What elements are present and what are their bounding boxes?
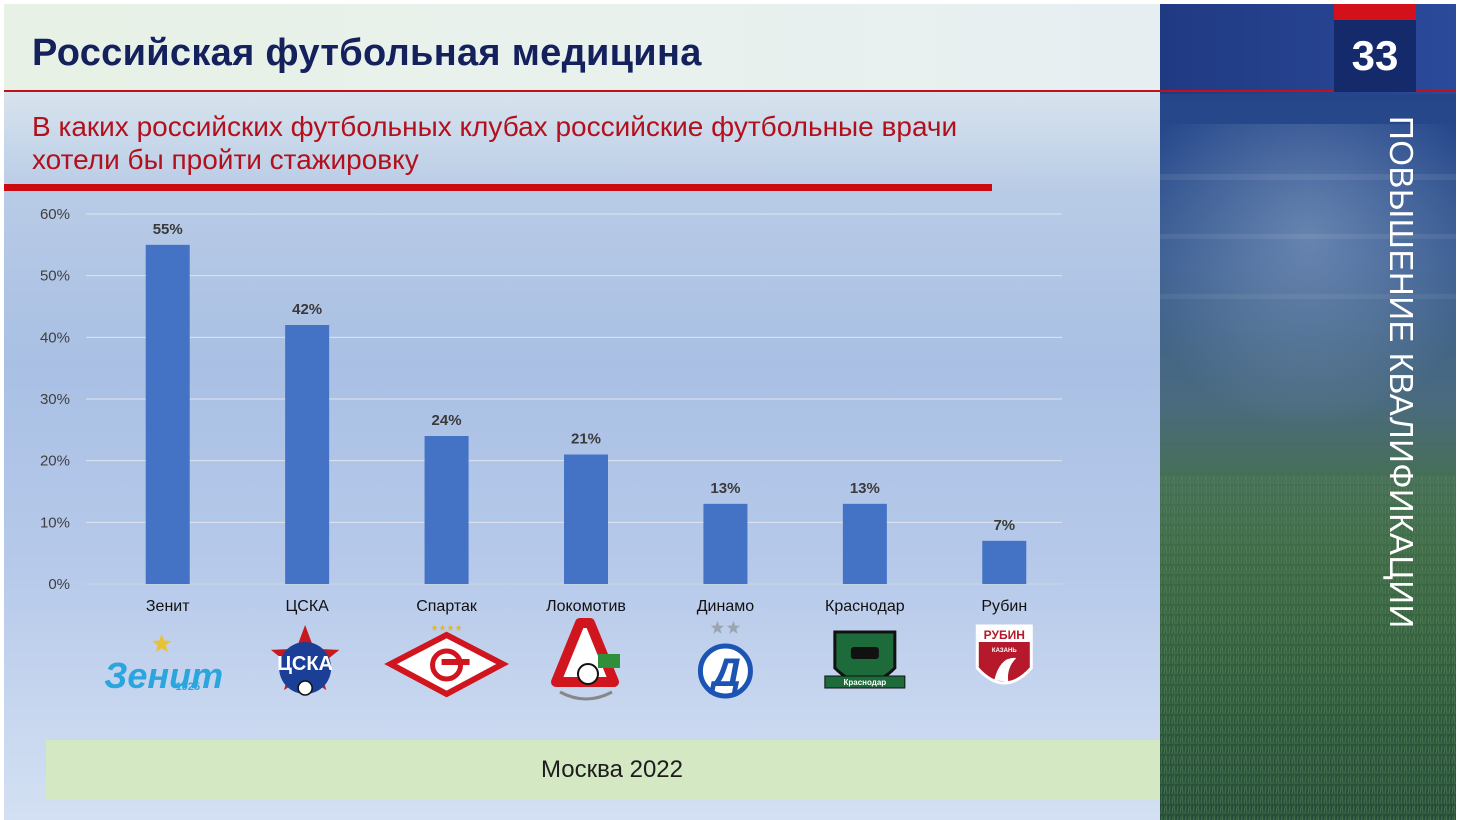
data-label: 13%: [710, 480, 740, 497]
rubin-band: [977, 626, 1032, 642]
lokomotiv-train: [598, 654, 620, 668]
krasnodar-bull: [850, 647, 879, 659]
lokomotiv-ball: [577, 663, 599, 685]
category-label: Спартак: [416, 598, 478, 615]
lokomotiv-wings: [559, 690, 613, 701]
krasnodar-logo-icon: Краснодар: [824, 630, 906, 689]
stadium-background-image: [1160, 124, 1456, 820]
star-icon: [447, 624, 454, 631]
side-panel: 33 ПОВЫШЕНИЕ КВАЛИФИКАЦИИ: [1160, 4, 1456, 820]
dinamo-letter: Д: [709, 651, 741, 695]
data-label: 55%: [153, 221, 183, 238]
category-label: ЦСКА: [285, 598, 329, 615]
zenit-year: 1925: [175, 681, 199, 693]
data-label: 7%: [993, 517, 1015, 534]
krasnodar-wordmark: Краснодар: [844, 678, 887, 687]
header-band: [4, 4, 1160, 90]
title-divider: [4, 90, 1456, 92]
category-label: Локомотив: [546, 598, 626, 615]
bar: [982, 540, 1027, 584]
lokomotiv-logo-icon: [551, 618, 620, 701]
y-axis-ticks: 0% 10% 20% 30% 40% 50% 60%: [40, 206, 70, 593]
y-tick-label: 0%: [48, 576, 70, 593]
rubin-city: КАЗАНЬ: [992, 648, 1017, 654]
bar: [424, 436, 469, 584]
category-label: Зенит: [146, 598, 190, 615]
side-vertical-caption: ПОВЫШЕНИЕ КВАЛИФИКАЦИИ: [1383, 116, 1420, 629]
bar-chart: 0% 10% 20% 30% 40% 50% 60% 55% 42% 24% 21% 13% 13% 7…: [40, 206, 1062, 701]
bar: [285, 325, 330, 584]
y-tick-label: 20%: [40, 453, 70, 470]
star-icon: [431, 624, 438, 631]
cska-ball: [297, 680, 313, 696]
slide-title: Российская футбольная медицина: [32, 32, 702, 74]
cska-disc: [279, 642, 332, 694]
category-labels: Зенит ЦСКА Спартак Локомотив Динамо Краснодар…: [146, 598, 1027, 615]
y-tick-label: 60%: [40, 206, 70, 223]
category-label: Динамо: [697, 598, 755, 615]
star-icon: [710, 621, 725, 634]
spartak-bar: [441, 659, 470, 665]
bar: [145, 244, 190, 585]
star-icon: [439, 624, 446, 631]
cska-logo-icon: ЦСКА: [270, 625, 340, 696]
zenit-wordmark: Зенит: [104, 655, 223, 696]
data-label: 24%: [432, 412, 462, 429]
data-label: 21%: [571, 431, 601, 448]
spartak-logo-icon: [384, 624, 510, 698]
footer-text: Москва 2022: [541, 756, 683, 783]
star-icon: [152, 634, 172, 653]
bar: [842, 503, 887, 584]
dinamo-ring: [697, 643, 753, 699]
rubin-dragon: [994, 657, 1017, 682]
data-label: 13%: [850, 480, 880, 497]
slide: Российская футбольная медицина В каких р…: [4, 4, 1456, 820]
cska-wordmark: ЦСКА: [277, 653, 333, 675]
krasnodar-ribbon: [824, 675, 906, 689]
y-tick-label: 10%: [40, 514, 70, 531]
dinamo-logo-icon: Д: [697, 621, 753, 699]
bar: [564, 454, 608, 584]
y-tick-label: 40%: [40, 329, 70, 346]
data-label: 42%: [292, 301, 322, 318]
rubin-wordmark: РУБИН: [984, 628, 1025, 642]
question-underline: [4, 184, 992, 191]
y-tick-label: 50%: [40, 268, 70, 285]
page-tab-accent: [1334, 4, 1416, 20]
y-tick-label: 30%: [40, 391, 70, 408]
data-labels: 55% 42% 24% 21% 13% 13% 7%: [153, 221, 1015, 534]
chart-question: В каких российских футбольных клубах рос…: [32, 111, 958, 175]
bars: [145, 244, 1027, 585]
rubin-logo-icon: РУБИН КАЗАНЬ: [975, 624, 1033, 685]
side-divider: [1160, 90, 1456, 92]
category-label: Рубин: [981, 598, 1027, 615]
bar: [703, 503, 748, 584]
star-icon: [726, 621, 741, 634]
category-label: Краснодар: [825, 598, 905, 615]
star-icon: [455, 624, 462, 631]
page-number: 33: [1334, 20, 1416, 92]
footer-bar: Москва 2022: [46, 740, 1178, 800]
